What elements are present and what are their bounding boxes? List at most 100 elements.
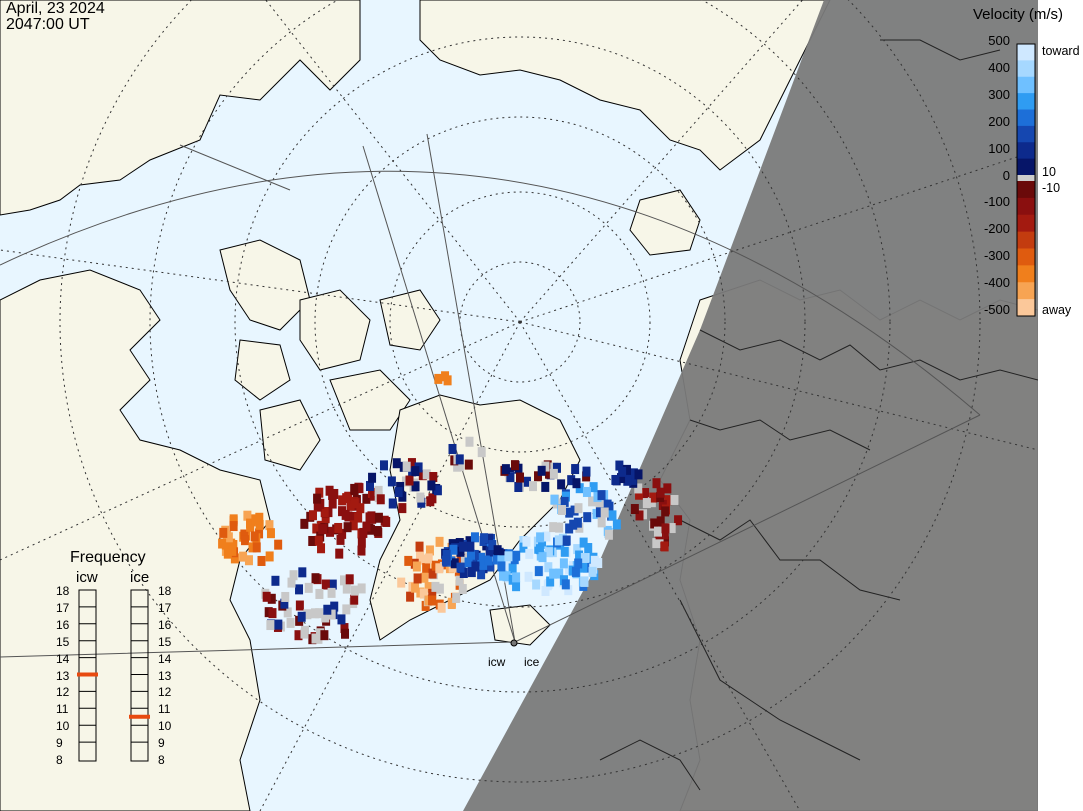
radar-cell: [471, 561, 480, 572]
radar-cell: [398, 503, 407, 514]
radar-cell: [412, 561, 421, 572]
radar-cell: [484, 555, 493, 566]
radar-cell: [250, 531, 259, 542]
radar-cell: [667, 523, 676, 534]
radar-cell: [593, 491, 602, 502]
radar-cell: [471, 555, 480, 566]
radar-cell: [506, 472, 515, 483]
radar-cell: [597, 490, 606, 501]
radar-cell: [411, 466, 420, 477]
radar-cell: [634, 483, 643, 494]
radar-cell: [405, 475, 414, 486]
radar-cell: [550, 494, 559, 505]
frequency-marker: [77, 672, 98, 677]
radar-cell: [320, 630, 329, 641]
radar-cell: [575, 550, 584, 561]
radar-cell: [435, 536, 444, 547]
frequency-scale-label: 12: [158, 685, 172, 700]
colorbar-away-segment: [1017, 265, 1035, 283]
radar-cell: [297, 611, 306, 622]
radar-cell: [617, 473, 626, 484]
radar-cell: [635, 510, 644, 521]
radar-cell: [579, 562, 588, 573]
radar-cell: [321, 579, 330, 590]
radar-cell: [338, 495, 347, 506]
radar-cell: [537, 465, 546, 476]
radar-cell: [464, 557, 473, 568]
radar-cell: [380, 515, 389, 526]
radar-cell: [612, 519, 621, 530]
radar-cell: [656, 487, 665, 498]
radar-cell: [516, 472, 525, 483]
radar-cell: [313, 493, 322, 504]
radar-cell: [561, 579, 570, 590]
radar-cell: [407, 458, 416, 469]
velocity-tick-label: -500: [983, 302, 1010, 317]
radar-cell: [562, 535, 571, 546]
radar-cell: [356, 503, 365, 514]
radar-cell: [397, 577, 406, 588]
radar-cell: [485, 533, 494, 544]
radar-cell: [528, 481, 537, 492]
radar-cell: [402, 461, 411, 472]
radar-cell: [600, 507, 609, 518]
radar-cell: [229, 514, 238, 525]
radar-cell: [267, 593, 276, 604]
radar-cell: [428, 568, 437, 579]
radar-cell: [542, 531, 551, 542]
radar-cell: [580, 552, 589, 563]
velocity-tick-label: 400: [988, 59, 1010, 75]
radar-cell: [280, 598, 289, 609]
radar-cell: [427, 480, 436, 491]
radar-cell: [558, 504, 567, 515]
colorbar-outline: [1016, 43, 1036, 317]
radar-cell: [411, 481, 420, 492]
velocity-tick-label: -200: [983, 221, 1010, 237]
colorbar-away-segment: [1017, 231, 1035, 249]
radar-cell: [265, 551, 274, 562]
radar-cell: [544, 547, 553, 558]
radar-cell: [652, 478, 661, 489]
radar-cell: [387, 476, 396, 487]
radar-cell: [315, 487, 324, 498]
radar-cell: [512, 572, 521, 583]
radar-cell: [415, 541, 424, 552]
radar-cell: [629, 468, 638, 479]
radar-cell: [434, 373, 443, 384]
radar-cell: [608, 510, 617, 521]
radar-cell: [413, 573, 422, 584]
radar-cell: [559, 558, 568, 569]
radar-cell: [326, 526, 335, 537]
radar-cell: [536, 532, 545, 543]
radar-cell: [425, 545, 434, 556]
radar-cell: [549, 522, 558, 533]
radar-cell: [417, 497, 426, 508]
radar-cell: [252, 542, 261, 553]
night-coastlines: [599, 39, 1038, 791]
radar-cell: [588, 496, 597, 507]
colorbar-away-segment: [1017, 299, 1035, 317]
radar-cell: [350, 483, 359, 494]
radar-cell: [239, 551, 248, 562]
radar-cell: [289, 570, 298, 581]
radar-cell: [341, 628, 350, 639]
radar-cell: [404, 555, 413, 566]
radar-cell: [314, 535, 323, 546]
radar-cell: [435, 583, 444, 594]
radar-cell: [447, 599, 456, 610]
radar-cell: [224, 532, 233, 543]
radar-cell: [656, 516, 665, 527]
radar-cell: [635, 489, 644, 500]
colorbar-toward-segment: [1017, 142, 1035, 160]
frequency-scale-label: 16: [56, 617, 70, 632]
radar-cell: [394, 487, 403, 498]
radar-cell: [574, 503, 583, 514]
radar-cell: [317, 543, 326, 554]
colorbar-toward-segment: [1017, 125, 1035, 143]
radar-cell: [437, 602, 446, 613]
frequency-scale-label: 16: [158, 617, 172, 632]
radar-cell: [419, 588, 428, 599]
radar-cell: [480, 533, 489, 544]
frequency-scale-label: 14: [56, 651, 70, 666]
radar-cell: [485, 546, 494, 557]
